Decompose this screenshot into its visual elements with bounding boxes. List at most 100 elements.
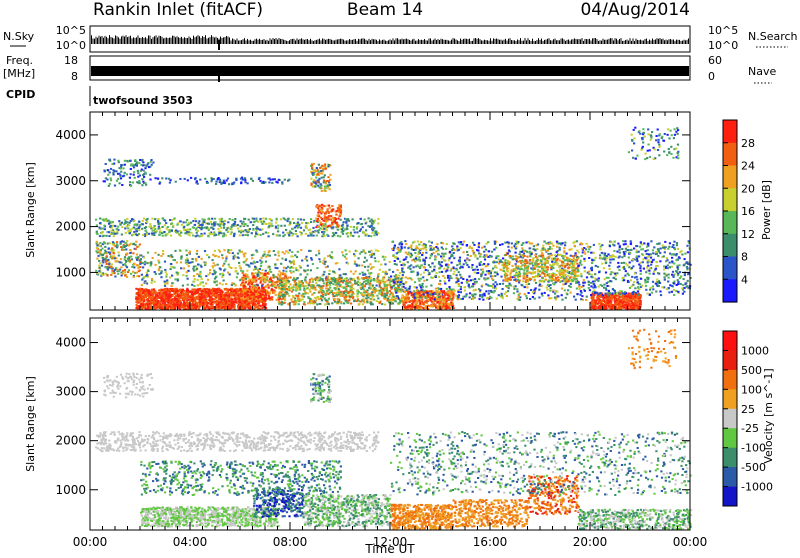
power-cell (158, 223, 160, 225)
station-title: Rankin Inlet (fitACF) (93, 0, 263, 20)
power-cell (220, 296, 222, 298)
power-cell (132, 233, 134, 235)
power-cell (374, 220, 376, 222)
power-cell (293, 271, 295, 273)
power-cell (288, 234, 290, 236)
power-cell (349, 288, 351, 290)
power-cell (246, 274, 248, 276)
power-cell (367, 297, 369, 299)
power-cell (214, 302, 216, 304)
power-cell (301, 260, 303, 262)
power-cell (254, 285, 256, 287)
nsky-sample (523, 41, 524, 44)
power-cell (416, 293, 418, 295)
power-cell (140, 258, 142, 260)
power-cell (242, 221, 244, 223)
power-cell (387, 298, 389, 300)
power-cell (136, 272, 138, 274)
power-cell (127, 271, 129, 273)
power-cell (235, 225, 237, 227)
power-cell (252, 288, 254, 290)
power-cell (293, 278, 295, 280)
power-cell (375, 249, 377, 251)
power-cell (211, 298, 213, 300)
nsky-sample (325, 40, 326, 44)
power-cell (333, 234, 335, 236)
power-cell (362, 226, 364, 228)
power-cell (249, 279, 251, 281)
nsky-sample (436, 40, 437, 44)
power-cell (371, 223, 373, 225)
power-cell (120, 258, 122, 260)
power-cell (287, 303, 289, 305)
power-cell (222, 284, 224, 286)
power-cell (336, 278, 338, 280)
power-cell (371, 296, 373, 298)
power-cell (104, 252, 106, 254)
power-cell (248, 219, 250, 221)
power-cell (268, 251, 270, 253)
power-cell (231, 282, 233, 284)
nsky-sample (448, 40, 449, 44)
nsky-sample (618, 40, 619, 44)
power-cell (119, 261, 121, 263)
power-cell (364, 257, 366, 259)
power-cell (279, 279, 281, 281)
nsky-sample (328, 39, 329, 44)
power-cell (196, 268, 198, 270)
nsky-sample (660, 38, 661, 44)
power-cell (312, 235, 314, 237)
nsky-sample (502, 41, 503, 44)
power-cell (265, 270, 267, 272)
power-cell (151, 232, 153, 234)
power-cell (144, 263, 146, 265)
power-cell (221, 276, 223, 278)
power-cell (99, 245, 101, 247)
power-cell (135, 257, 137, 259)
power-cell (292, 297, 294, 299)
power-cell (171, 275, 173, 277)
power-cell (96, 247, 98, 249)
nsky-sample (507, 41, 508, 44)
nsky-sample (259, 39, 260, 44)
nsky-sample (474, 38, 475, 44)
power-cell (203, 285, 205, 287)
power-cell (336, 294, 338, 296)
power-cell (324, 263, 326, 265)
power-cell (193, 266, 195, 268)
nsky-sample (552, 40, 553, 44)
power-cell (366, 260, 368, 262)
nsky-sample (312, 40, 313, 44)
power-cell (136, 230, 138, 232)
power-cell (379, 302, 381, 304)
power-cell (230, 233, 232, 235)
power-cell (352, 288, 354, 290)
power-cell (374, 292, 376, 294)
power-cell (109, 242, 111, 244)
nsky-sample (184, 37, 185, 44)
power-cell (253, 296, 255, 298)
power-cell (251, 232, 253, 234)
power-cell (408, 298, 410, 300)
power-cell (369, 220, 371, 222)
nsky-sample (525, 38, 526, 44)
power-cell (136, 305, 138, 307)
power-cell (214, 272, 216, 274)
power-cell (350, 303, 352, 305)
power-cell (186, 254, 188, 256)
power-cell (249, 286, 251, 288)
nsky-sample (337, 39, 338, 44)
power-cell (296, 277, 298, 279)
power-cell (129, 222, 131, 224)
power-cell (298, 285, 300, 287)
power-cell (255, 306, 257, 308)
power-cell (312, 279, 314, 281)
power-cell (323, 235, 325, 237)
nsky-sample (547, 39, 548, 44)
power-cell (315, 282, 317, 284)
nsky-sample (148, 35, 149, 44)
nsky-sample (181, 37, 182, 44)
nsky-sample (213, 37, 214, 44)
power-cell (356, 250, 358, 252)
power-cell (252, 218, 254, 220)
